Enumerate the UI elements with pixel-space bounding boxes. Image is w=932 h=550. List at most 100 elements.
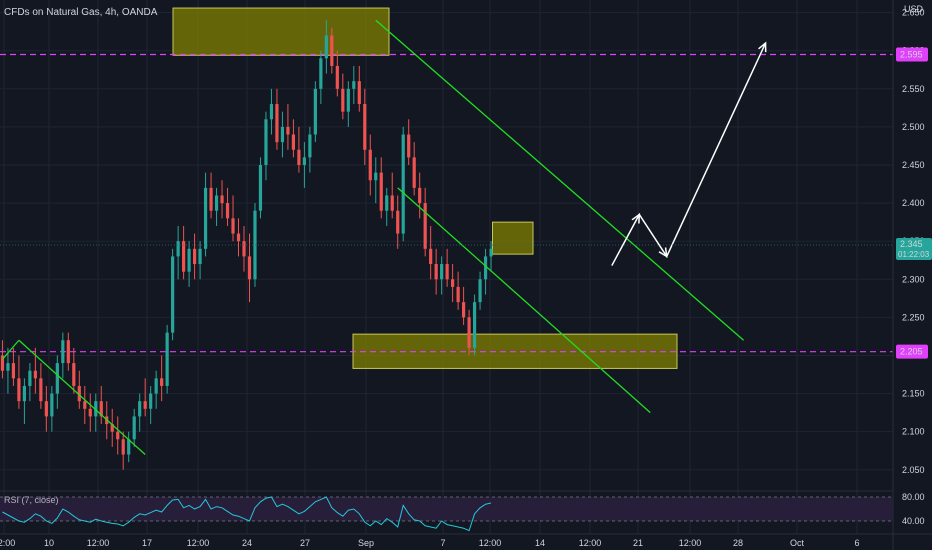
candle [138,393,142,432]
candle [44,385,48,432]
currency-label: USD [904,4,924,14]
candle [192,233,197,280]
candle [308,126,312,173]
candle [264,111,268,181]
candle [28,363,32,402]
candle [302,142,306,188]
candle [489,241,493,272]
candle [149,385,153,425]
candle [368,134,372,196]
candle-body [198,248,202,265]
time-tick-label: 12:00 [679,538,702,548]
time-tick-label: 12:00 [87,538,110,548]
rsi-band [0,497,893,521]
candle-body [77,385,81,402]
candle-body [220,195,224,204]
candle [258,157,263,219]
candle [6,347,10,394]
candle [94,393,98,432]
candle [483,248,488,295]
candle [83,385,87,425]
candle-body [66,340,70,364]
level-badge-label: 2.205 [900,347,923,357]
rsi-title[interactable]: RSI (7, close) [4,495,59,505]
candle [203,172,208,257]
candle-body [324,35,328,59]
candle [61,332,65,379]
candle-body [44,401,48,417]
candle-body [55,363,59,394]
candle-body [280,126,285,143]
time-axis[interactable]: 12:00 10 12:00 17 12:00 24 27 Sep 7 12:00 14 12:00 2… [0,538,860,548]
candle-body [110,424,114,432]
time-tick-label: 12:00 [187,538,210,548]
candle-body [203,187,208,249]
candle [478,271,482,310]
candle-body [132,416,136,440]
candle-body [99,401,103,417]
projection-path [611,42,767,266]
candle [176,225,180,280]
rsi-tick-label: 40.00 [902,516,925,526]
candle-body [291,134,296,150]
candle-body [121,439,125,455]
time-tick-label: 28 [733,538,743,548]
candle-body [401,134,405,234]
candle [423,187,427,257]
candle [88,393,92,432]
time-tick-label: 12:00 [0,538,15,548]
candle-body [297,149,301,165]
last-price-label: 2.345 [900,239,923,249]
projection-arrowhead [758,41,767,53]
candle [357,65,361,112]
price-tick-label: 2.500 [902,122,925,132]
candle [313,81,317,143]
time-tick-label: 21 [633,538,643,548]
channel-trendline [375,19,745,341]
time-tick-label: Sep [358,538,374,548]
channel-trendline [397,187,651,414]
candle-body [489,248,493,257]
candle-body [286,126,290,135]
time-tick-label: 6 [854,538,859,548]
candle [385,187,389,226]
candle-body [165,332,169,386]
candle [407,119,411,165]
candle [341,73,345,120]
candle-body [385,195,389,211]
candle-body [456,286,460,303]
candle [412,142,416,196]
candle [225,187,230,226]
level-badge [896,344,928,359]
candle-body [352,81,356,89]
candle-body [462,302,466,318]
candle [143,378,147,417]
candle-body [445,264,449,280]
candle [352,65,356,105]
candle [110,408,114,447]
candle [198,241,202,280]
time-tick-label: 17 [142,538,152,548]
candle-body [127,439,131,455]
candle-body [374,172,378,181]
candle-body [192,248,197,265]
candle-body [264,119,268,165]
time-tick-label: 24 [242,538,252,548]
candle [55,355,59,409]
candle [72,347,76,394]
candle [187,241,191,287]
candle-body [308,134,312,158]
candle-body [319,58,323,89]
price-tick-label: 2.400 [902,198,925,208]
candle [324,20,328,74]
candle [39,363,43,409]
candle-body [275,104,279,143]
candle-body [269,104,274,120]
price-tick-label: 2.100 [902,427,925,437]
candle-body [209,187,213,211]
candle-body [72,363,76,386]
symbol-title[interactable]: CFDs on Natural Gas, 4h, OANDA [4,7,158,18]
